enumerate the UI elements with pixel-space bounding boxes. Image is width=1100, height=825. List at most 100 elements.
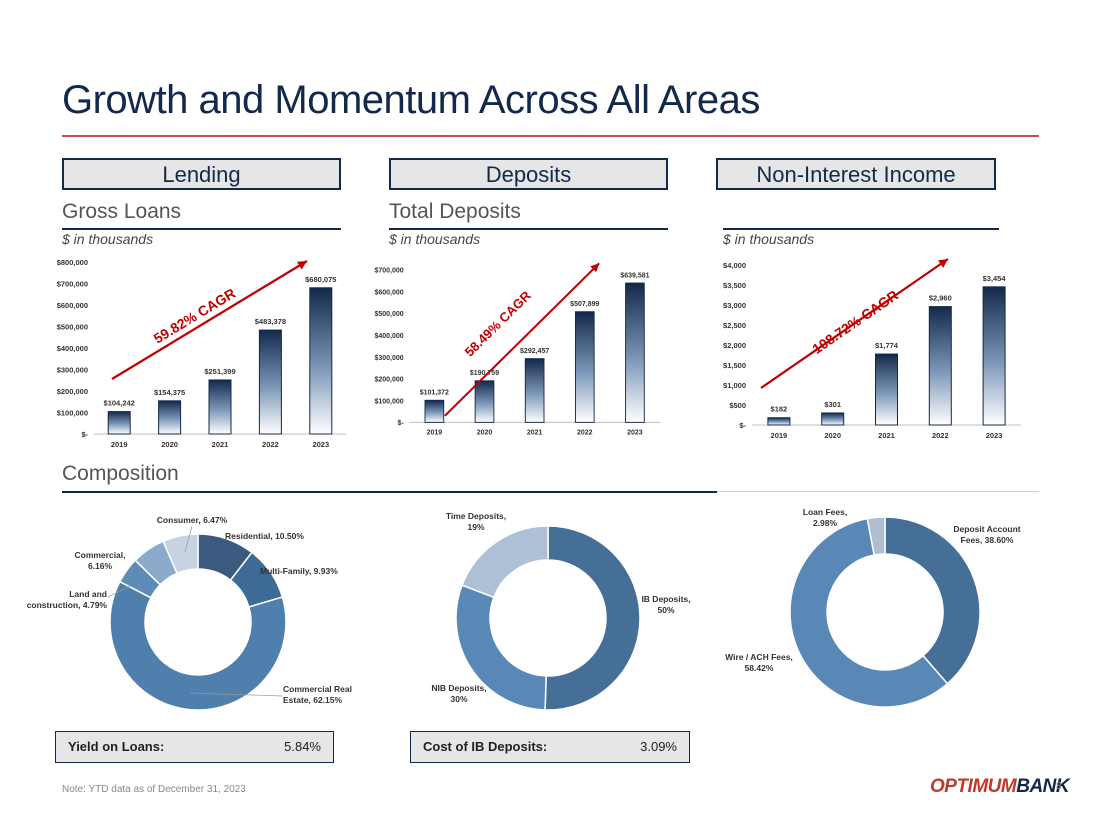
composition-rule	[62, 491, 717, 493]
x-tick-label: 2020	[477, 430, 493, 437]
logo-part-optimum: OPTIMUM	[930, 776, 1017, 797]
non-interest-income-chart: $- $500 $1,000 $1,500 $2,000 $2,500 $3,000 $3,5…	[723, 258, 1021, 440]
bar-2019	[424, 399, 445, 423]
y-tick-label: $-	[81, 430, 88, 439]
slice-label: Consumer, 6.47%	[157, 515, 228, 525]
cagr-arrow-line	[444, 262, 600, 417]
bar-2021	[524, 358, 545, 423]
yield-on-loans-box: Yield on Loans: 5.84%	[55, 731, 334, 763]
y-tick-label: $1,500	[723, 361, 746, 370]
y-tick-label: $300,000	[374, 355, 403, 362]
x-tick-label: 2021	[527, 430, 543, 437]
slice-label: Land and construction, 4.79%	[27, 589, 108, 610]
lending-subtitle-rule	[62, 228, 341, 230]
cost-of-ib-deposits-value: 3.09%	[640, 739, 677, 754]
fee-composition-donut: Deposit Account Fees, 38.60% Wire / ACH Fe…	[725, 507, 1021, 708]
deposits-header: Deposits	[389, 158, 668, 190]
bar-2020	[821, 412, 845, 426]
cagr-arrow-line	[111, 260, 308, 380]
x-tick-label: 2023	[312, 440, 329, 449]
loan-composition-donut: Residential, 10.50% Multi-Family, 9.93% Co…	[27, 515, 352, 711]
x-tick-label: 2019	[771, 431, 788, 440]
y-tick-label: $500,000	[374, 311, 403, 318]
x-tick-label: 2019	[427, 430, 443, 437]
slice-label: Commercial Real Estate, 62.15%	[283, 684, 352, 705]
leader-line	[107, 585, 131, 598]
y-tick-label: $800,000	[57, 258, 88, 267]
bar-value-label: $292,457	[520, 348, 549, 355]
y-tick-label: $400,000	[374, 333, 403, 340]
x-tick-label: 2021	[212, 440, 229, 449]
slice-label: Wire / ACH Fees, 58.42%	[725, 652, 793, 673]
bar-value-label: $680,075	[305, 275, 336, 284]
bar-value-label: $104,242	[104, 399, 135, 408]
bar-value-label: $1,774	[875, 341, 899, 350]
y-tick-label: $700,000	[374, 268, 403, 275]
x-tick-label: 2022	[262, 440, 279, 449]
total-deposits-chart: $- $100,000 $200,000 $300,000 $400,000 $500,0…	[374, 262, 660, 437]
y-tick-label: $400,000	[57, 344, 88, 353]
donut-slice	[544, 525, 641, 711]
y-tick-label: $2,000	[723, 341, 746, 350]
slice-label: NIB Deposits, 30%	[431, 683, 486, 704]
y-tick-label: $600,000	[374, 289, 403, 296]
x-tick-label: 2019	[111, 440, 128, 449]
bar-value-label: $483,378	[255, 317, 286, 326]
bar-2022	[928, 306, 952, 426]
deposits-units: $ in thousands	[389, 231, 481, 247]
deposits-subtitle-rule	[389, 228, 668, 230]
footnote: Note: YTD data as of December 31, 2023	[62, 784, 246, 795]
bar-2021	[208, 379, 232, 435]
yield-on-loans-label: Yield on Loans:	[68, 739, 165, 754]
slice-label: Residential, 10.50%	[225, 531, 304, 541]
logo-part-bank: BANK	[1016, 776, 1070, 797]
bar-2021	[875, 353, 898, 426]
bar-value-label: $251,399	[204, 367, 235, 376]
bar-2019	[767, 417, 791, 426]
bar-2023	[982, 286, 1006, 426]
bar-2020	[474, 380, 495, 423]
cagr-arrow-head	[590, 263, 600, 273]
bar-2023	[309, 287, 333, 435]
slice-label: Deposit Account Fees, 38.60%	[953, 524, 1020, 545]
slice-label: Time Deposits, 19%	[446, 511, 506, 532]
bar-value-label: $639,581	[620, 272, 649, 279]
page-title: Growth and Momentum Across All Areas	[62, 78, 760, 122]
nii-subtitle-rule	[723, 228, 999, 230]
x-tick-label: 2020	[824, 431, 841, 440]
bar-2023	[625, 282, 645, 423]
bar-2020	[158, 400, 182, 435]
bar-2019	[107, 411, 131, 435]
x-tick-label: 2022	[932, 431, 949, 440]
y-tick-label: $700,000	[57, 280, 88, 289]
donut-slice	[789, 517, 949, 708]
bar-value-label: $507,899	[570, 301, 599, 308]
lending-units: $ in thousands	[62, 231, 154, 247]
lending-header: Lending	[62, 158, 341, 190]
cagr-arrow-line	[760, 258, 949, 389]
y-tick-label: $100,000	[374, 398, 403, 405]
y-tick-label: $3,500	[723, 281, 746, 290]
bar-value-label: $101,372	[420, 390, 449, 397]
cagr-label: 59.82% CAGR	[151, 285, 239, 347]
y-tick-label: $600,000	[57, 301, 88, 310]
gross-loans-chart: $- $100,000 $200,000 $300,000 $400,000 $500,0…	[57, 258, 346, 449]
page-number: 8	[1056, 781, 1062, 792]
x-tick-label: 2023	[986, 431, 1003, 440]
bar-value-label: $154,375	[154, 388, 185, 397]
nii-units: $ in thousands	[723, 231, 815, 247]
y-tick-label: $200,000	[374, 377, 403, 384]
bar-value-label: $182	[771, 405, 788, 414]
gross-loans-subtitle: Gross Loans	[62, 200, 182, 223]
bar-2022	[258, 329, 282, 435]
y-tick-label: $100,000	[57, 409, 88, 418]
donut-slice	[162, 533, 199, 575]
y-tick-label: $-	[397, 420, 404, 427]
cost-of-ib-deposits-label: Cost of IB Deposits:	[423, 739, 548, 754]
x-tick-label: 2022	[577, 430, 593, 437]
deposit-composition-donut: IB Deposits, 50% NIB Deposits, 30% Time Depo…	[431, 511, 691, 711]
cost-of-ib-deposits-box: Cost of IB Deposits: 3.09%	[410, 731, 690, 763]
bar-value-label: $2,960	[929, 294, 952, 303]
title-divider	[62, 135, 1039, 137]
y-tick-label: $2,500	[723, 321, 746, 330]
